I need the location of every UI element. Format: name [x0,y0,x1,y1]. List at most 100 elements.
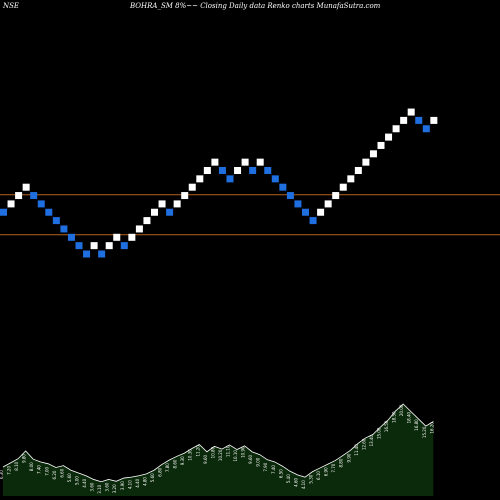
renko-brick-up [7,200,15,208]
volume-value-label: 4.60 [293,477,298,486]
renko-brick-down [98,250,106,258]
volume-value-label: 5.60 [67,473,72,482]
volume-value-label: 6.10 [316,471,321,480]
renko-brick-down [60,225,68,233]
renko-brick-up [143,217,151,225]
renko-brick-down [264,167,272,174]
volume-value-label: 9.80 [22,454,27,463]
renko-brick-up [354,167,362,174]
renko-brick-up [22,183,30,191]
chart-title: BOHRA_SM 8%~~ Closing Daily data Renko c… [129,2,381,10]
renko-brick-down [37,200,45,208]
volume-value-label: 5.60 [150,473,155,482]
renko-brick-up [392,125,400,133]
volume-value-label: 4.10 [127,480,132,489]
volume-value-label: 7.70 [331,463,336,472]
volume-value-label: 16.20 [429,422,434,434]
volume-area [3,404,434,496]
volume-value-label: 3.60 [90,482,95,491]
renko-brick-down [309,217,317,225]
volume-value-label: 4.10 [301,480,306,489]
renko-brick-up [158,200,166,208]
volume-value-label: 13.40 [369,434,374,446]
exchange-label: NSE [2,2,19,10]
renko-brick-up [324,200,332,208]
volume-value-label: 6.90 [324,467,329,476]
volume-value-label: 15.20 [422,426,427,438]
renko-brick-down [75,242,83,250]
volume-value-label: 11.40 [354,444,359,456]
volume-value-label: 4.40 [135,478,140,487]
volume-value-label: 3.60 [105,482,110,491]
volume-value-label: 8.80 [339,458,344,467]
volume-value-label: 7.00 [44,466,49,475]
renko-brick-up [203,167,211,174]
volume-value-label: 3.10 [97,484,102,493]
volume-panel: 6.30 7.20 8.109.808.00 7.40 7.00 6.20 6.605.60… [0,403,434,496]
volume-value-label: 8.10 [14,461,19,470]
renko-brick-up [377,141,385,149]
volume-value-label: 15.00 [377,427,382,439]
renko-brick-down [52,217,60,225]
renko-brick-up [317,208,325,216]
renko-brick-up [369,150,377,158]
renko-brick-down [83,250,91,258]
renko-brick-down [30,192,38,200]
volume-value-label: 16.80 [414,419,419,431]
volume-value-label: 9.00 [256,457,261,466]
volume-value-label: 9.30 [180,456,185,465]
volume-value-label: 3.20 [112,484,117,493]
volume-value-label: 10.30 [188,449,193,461]
volume-value-label: 18.40 [407,411,412,423]
renko-brick-up [407,108,415,116]
volume-value-label: 11.20 [195,445,200,457]
renko-brick-up [90,242,98,250]
renko-brick-down [279,183,287,191]
volume-value-label: 12.60 [361,438,366,450]
renko-brick-up [332,192,340,200]
volume-value-label: 5.30 [309,474,314,483]
volume-value-label: 3.90 [120,481,125,490]
renko-brick-down [226,175,234,183]
renko-brick-up [105,242,113,250]
volume-value-label: 10.80 [210,446,215,458]
renko-brick-up [15,192,23,200]
renko-brick-up [400,116,408,124]
volume-line [2,403,434,483]
renko-brick-up [339,183,347,191]
renko-brick-down [166,208,174,216]
volume-value-label: 5.00 [75,476,80,485]
volume-value-label: 10.90 [241,446,246,458]
volume-value-label: 6.50 [278,469,283,478]
renko-brick-down [218,167,226,174]
volume-value-label: 5.40 [286,474,291,483]
volume-value-label: 8.00 [29,462,34,471]
renko-brick-up [430,116,438,124]
renko-brick-up [128,233,136,241]
volume-value-label: 7.40 [37,465,42,474]
renko-brick-down [286,192,294,200]
renko-brick-up [173,200,181,208]
volume-value-label: 7.90 [263,462,268,471]
renko-brick-up [113,233,121,241]
renko-brick-up [151,208,158,216]
renko-brick-up [196,175,204,183]
renko-brick-up [362,158,370,166]
volume-value-label: 7.40 [271,465,276,474]
renko-brick-up [385,133,393,141]
volume-value-label: 20.00 [399,404,404,416]
renko-brick-down [302,208,309,216]
volume-value-label: 9.60 [248,454,253,463]
renko-brick-up [234,167,242,174]
volume-value-label: 6.30 [0,470,4,479]
renko-brick-down [271,175,279,183]
volume-value-label: 6.20 [52,470,57,479]
volume-value-label: 4.80 [142,477,147,486]
volume-value-label: 9.90 [346,453,351,462]
renko-brick-down [45,208,53,216]
volume-value-label: 6.80 [158,467,163,476]
volume-value-label: 18.50 [392,411,397,423]
renko-brick-up [181,192,189,200]
renko-brick-down [67,233,75,241]
